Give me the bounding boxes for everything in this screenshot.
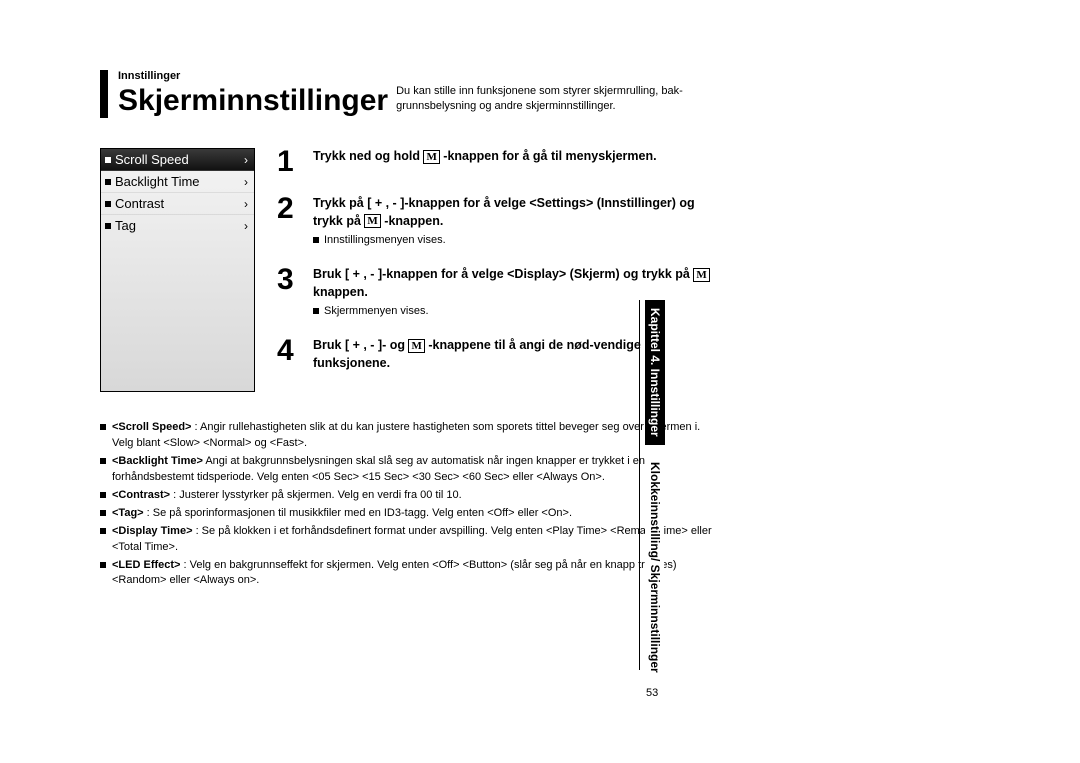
step-text: Trykk ned og hold M -knappen for å gå ti… bbox=[313, 148, 720, 166]
chevron-right-icon: › bbox=[244, 219, 248, 233]
section-tab: Klokkeinnstilling/ Skjerminnstillinger bbox=[645, 454, 664, 681]
bullet-icon bbox=[105, 201, 111, 207]
bullet-icon bbox=[105, 223, 111, 229]
m-button-icon: M bbox=[693, 268, 709, 282]
bullet-icon bbox=[100, 562, 106, 568]
step-1: 1 Trykk ned og hold M -knappen for å gå … bbox=[277, 148, 720, 175]
menu-item-tag: Tag › bbox=[101, 215, 254, 236]
bullet-icon bbox=[100, 528, 106, 534]
m-button-icon: M bbox=[364, 214, 380, 228]
step-sub: Innstillingsmenyen vises. bbox=[313, 234, 720, 246]
bullet-icon bbox=[313, 237, 319, 243]
page-subtitle: Du kan stille inn funksjonene som styrer… bbox=[396, 84, 720, 118]
chevron-right-icon: › bbox=[244, 153, 248, 167]
page-header: Innstillinger Skjerminnstillinger Du kan… bbox=[100, 70, 720, 118]
page-title: Skjerminnstillinger bbox=[118, 84, 388, 118]
definition-item: <Contrast> : Justerer lysstyrker på skje… bbox=[100, 488, 720, 504]
m-button-icon: M bbox=[423, 150, 439, 164]
bullet-icon bbox=[100, 424, 106, 430]
step-number: 1 bbox=[277, 148, 303, 175]
step-text: Bruk [ + , - ]-knappen for å velge <Disp… bbox=[313, 266, 720, 301]
step-number: 3 bbox=[277, 266, 303, 317]
bullet-icon bbox=[100, 492, 106, 498]
breadcrumb: Innstillinger bbox=[118, 70, 720, 82]
step-number: 2 bbox=[277, 195, 303, 246]
device-menu: Scroll Speed › Backlight Time › Contrast… bbox=[100, 148, 255, 392]
definitions-list: <Scroll Speed> : Angir rullehastigheten … bbox=[100, 420, 720, 589]
step-2: 2 Trykk på [ + , - ]-knappen for å velge… bbox=[277, 195, 720, 246]
chevron-right-icon: › bbox=[244, 175, 248, 189]
chapter-tab: Kapittel 4. Innstillinger bbox=[645, 300, 665, 445]
step-text: Trykk på [ + , - ]-knappen for å velge <… bbox=[313, 195, 720, 230]
definition-item: <Display Time> : Se på klokken i et forh… bbox=[100, 524, 720, 556]
side-tabs: Kapittel 4. Innstillinger Klokkeinnstill… bbox=[645, 300, 685, 640]
bullet-icon bbox=[100, 510, 106, 516]
page-number: 53 bbox=[646, 687, 658, 699]
definition-item: <Tag> : Se på sporinformasjonen til musi… bbox=[100, 506, 720, 522]
bullet-icon bbox=[105, 179, 111, 185]
definition-item: <LED Effect> : Velg en bakgrunnseffekt f… bbox=[100, 558, 720, 590]
menu-item-contrast: Contrast › bbox=[101, 193, 254, 215]
divider-line bbox=[639, 300, 640, 670]
definition-item: <Scroll Speed> : Angir rullehastigheten … bbox=[100, 420, 720, 452]
menu-item-scroll-speed: Scroll Speed › bbox=[101, 149, 254, 171]
chevron-right-icon: › bbox=[244, 197, 248, 211]
definition-item: <Backlight Time> Angi at bakgrunnsbelysn… bbox=[100, 454, 720, 486]
step-number: 4 bbox=[277, 337, 303, 372]
m-button-icon: M bbox=[408, 339, 424, 353]
bullet-icon bbox=[100, 458, 106, 464]
bullet-icon bbox=[105, 157, 111, 163]
bullet-icon bbox=[313, 308, 319, 314]
menu-item-backlight-time: Backlight Time › bbox=[101, 171, 254, 193]
